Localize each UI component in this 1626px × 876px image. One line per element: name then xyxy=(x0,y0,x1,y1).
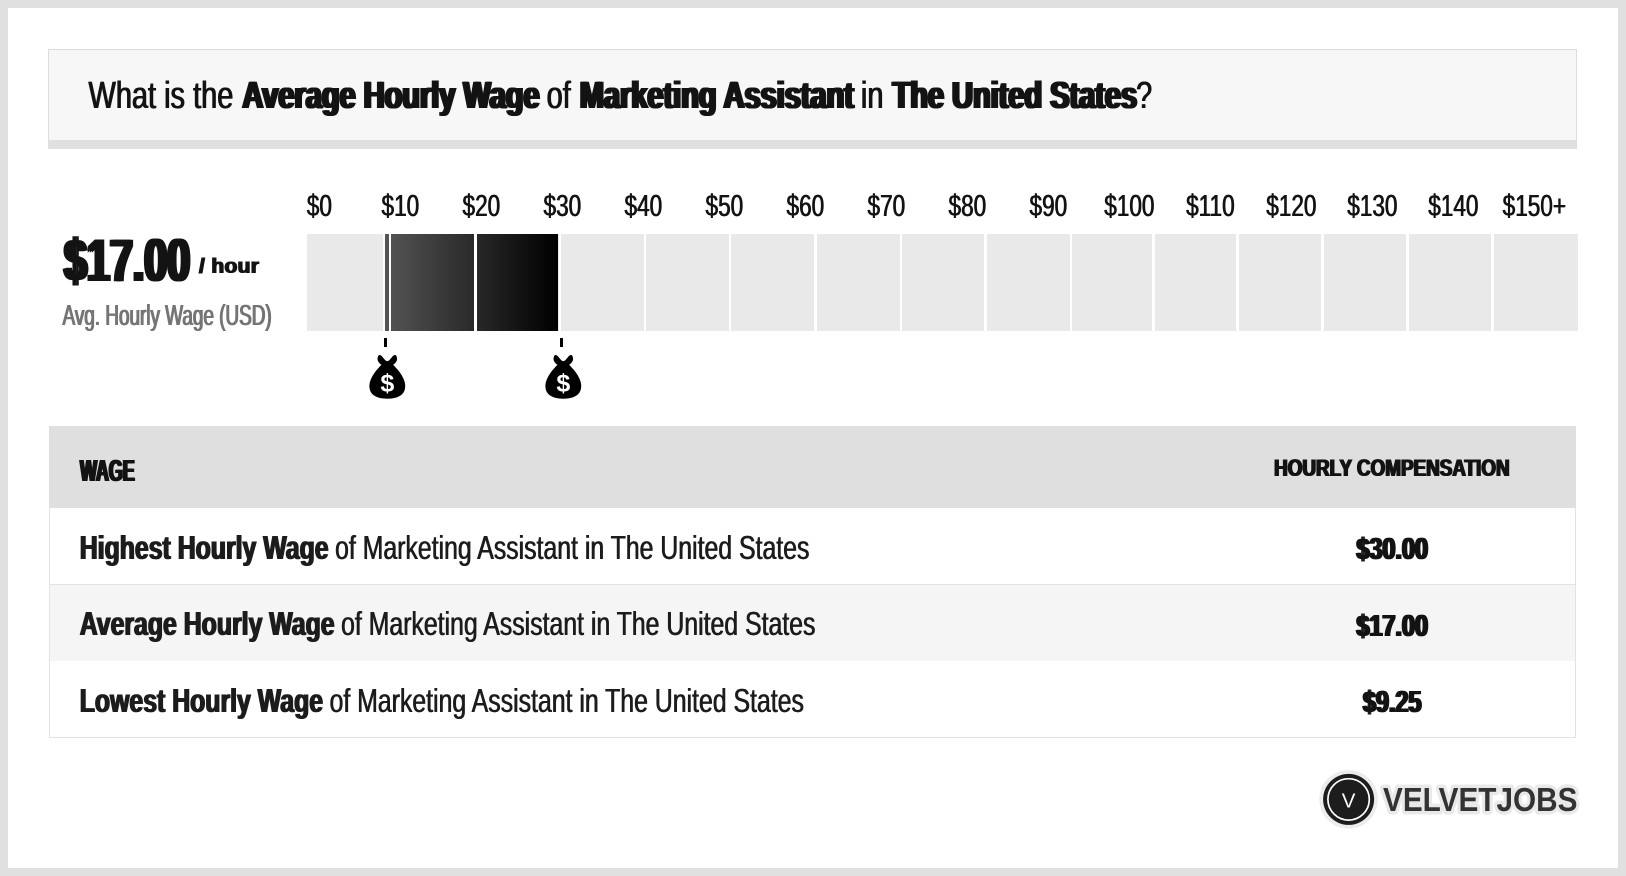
svg-text:$: $ xyxy=(556,369,570,397)
svg-text:V: V xyxy=(1342,789,1356,812)
svg-text:VELVETJOBS: VELVETJOBS xyxy=(1383,782,1577,819)
svg-text:$: $ xyxy=(380,369,394,397)
